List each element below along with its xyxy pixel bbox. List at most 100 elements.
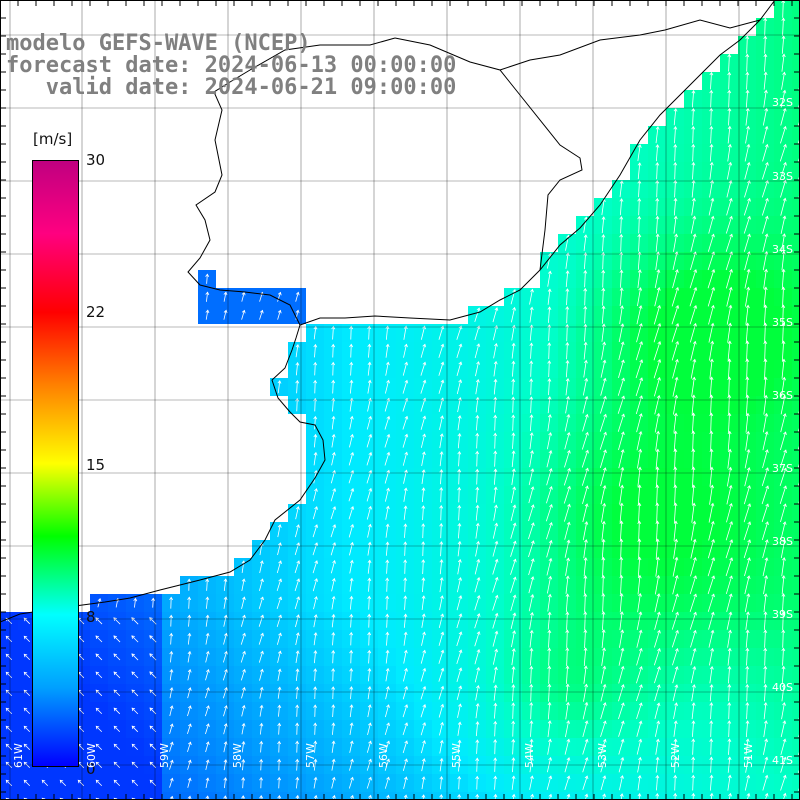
wind-arrow-head (547, 720, 552, 724)
wind-arrow (583, 684, 587, 702)
wind-arrow (131, 689, 139, 697)
wind-arrow (276, 615, 282, 627)
wind-arrow-head (764, 575, 769, 579)
wind-arrow-head (638, 611, 643, 615)
wind-arrow (440, 487, 442, 503)
wind-arrow (474, 649, 480, 665)
wind-arrow-head (386, 776, 390, 781)
wind-arrow (349, 398, 353, 412)
wind-cell (792, 396, 800, 414)
wind-arrow (654, 703, 660, 719)
wind-arrow-head (619, 502, 624, 507)
wind-arrow (781, 702, 785, 720)
wind-arrow (438, 668, 444, 682)
wind-arrow-head (295, 650, 300, 654)
wind-arrow (566, 342, 568, 360)
wind-arrow-head (584, 793, 589, 798)
wind-arrow (728, 377, 730, 397)
wind-arrow-head (439, 505, 444, 509)
wind-arrow-head (584, 757, 589, 761)
wind-arrow-head (205, 614, 210, 619)
wind-arrow (599, 450, 607, 468)
wind-arrow-head (349, 325, 354, 330)
wind-arrow-head (223, 614, 228, 619)
wind-arrow (385, 326, 389, 340)
wind-arrow-head (655, 502, 660, 507)
wind-arrow-head (692, 358, 697, 363)
colorbar-tick: 15 (86, 456, 106, 474)
wind-arrow (782, 18, 784, 36)
valid-date: valid date: 2024-06-21 09:00:00 (6, 75, 457, 100)
wind-arrow (241, 741, 245, 753)
wind-arrow (384, 380, 390, 394)
wind-arrow (546, 486, 552, 504)
wind-arrow-head (745, 71, 750, 76)
wind-arrow (474, 595, 480, 611)
wind-arrow (23, 653, 31, 661)
wind-arrow (420, 344, 426, 358)
wind-arrow (727, 666, 731, 684)
wind-arrow (241, 579, 245, 591)
wind-arrow-head (188, 741, 192, 746)
wind-cell (792, 36, 800, 54)
wind-arrow-head (691, 702, 696, 706)
wind-arrow (656, 775, 658, 791)
wind-arrow (294, 560, 300, 574)
longitude-label: 55W (450, 743, 463, 768)
wind-arrow-head (242, 668, 246, 673)
wind-arrow (494, 721, 496, 737)
wind-arrow (671, 305, 679, 325)
wind-arrow-head (691, 448, 696, 453)
wind-cell (792, 684, 800, 702)
wind-arrow (781, 233, 785, 253)
wind-arrow (689, 612, 697, 630)
wind-arrow-head (77, 797, 82, 800)
wind-arrow (635, 395, 643, 415)
wind-arrow (512, 361, 514, 377)
wind-arrow-head (746, 268, 751, 273)
wind-arrow (727, 449, 731, 469)
wind-arrow-head (601, 216, 606, 220)
wind-arrow (602, 793, 606, 800)
wind-arrow-head (565, 683, 570, 688)
wind-arrow-head (242, 686, 246, 691)
wind-arrow (600, 684, 606, 702)
wind-arrow-head (620, 647, 625, 652)
wind-arrow (672, 666, 678, 684)
wind-arrow-head (746, 430, 750, 435)
wind-arrow-head (529, 414, 534, 418)
wind-arrow-head (566, 395, 570, 400)
wind-arrow (710, 413, 712, 433)
wind-arrow (637, 287, 641, 307)
wind-arrow-head (620, 665, 625, 670)
wind-arrow-head (655, 144, 660, 148)
wind-arrow (295, 292, 299, 302)
wind-arrow-head (403, 487, 408, 492)
wind-arrow (583, 539, 587, 559)
wind-arrow (277, 651, 281, 663)
wind-arrow (781, 575, 785, 595)
wind-arrow (349, 704, 353, 718)
wind-arrow (690, 341, 696, 361)
wind-arrow (709, 467, 713, 487)
wind-arrow-head (601, 538, 606, 543)
wind-arrow-head (332, 542, 337, 546)
wind-arrow (187, 705, 191, 717)
wind-arrow (636, 684, 642, 702)
wind-cell (792, 126, 800, 144)
wind-arrow-head (295, 722, 300, 727)
wind-arrow (548, 794, 552, 800)
wind-arrow-head (763, 593, 768, 597)
wind-arrow-head (637, 520, 642, 525)
wind-arrow (313, 326, 317, 340)
wind-arrow (331, 452, 335, 466)
wind-cell (180, 792, 198, 800)
wind-arrow (725, 521, 733, 541)
wind-arrow-head (277, 668, 282, 673)
wind-arrow (295, 650, 299, 664)
wind-arrow-head (457, 775, 462, 780)
wind-cell (792, 54, 800, 72)
wind-arrow-head (313, 469, 318, 474)
wind-arrow (743, 485, 751, 505)
wind-arrow-head (529, 757, 534, 761)
